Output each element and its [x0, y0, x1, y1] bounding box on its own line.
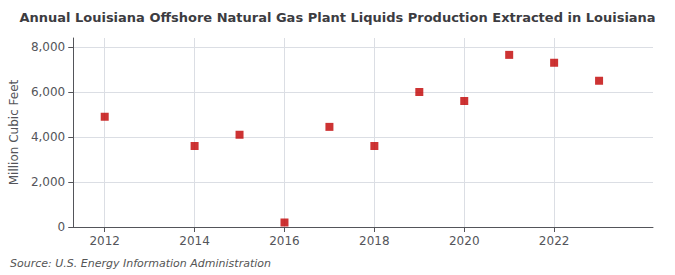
svg-text:2020: 2020: [449, 234, 480, 248]
svg-text:2,000: 2,000: [31, 175, 65, 189]
svg-text:2022: 2022: [539, 234, 570, 248]
svg-text:2014: 2014: [179, 234, 210, 248]
svg-text:2012: 2012: [89, 234, 120, 248]
svg-text:2016: 2016: [269, 234, 300, 248]
svg-text:Source: U.S. Energy Informatio: Source: U.S. Energy Information Administ…: [10, 257, 271, 270]
svg-text:0: 0: [58, 220, 66, 234]
svg-text:6,000: 6,000: [31, 85, 65, 99]
svg-text:Annual Louisiana Offshore Natu: Annual Louisiana Offshore Natural Gas Pl…: [19, 10, 655, 25]
svg-text:Million Cubic Feet: Million Cubic Feet: [7, 79, 21, 185]
svg-text:4,000: 4,000: [31, 130, 65, 144]
svg-text:8,000: 8,000: [31, 40, 65, 54]
svg-text:2018: 2018: [359, 234, 390, 248]
